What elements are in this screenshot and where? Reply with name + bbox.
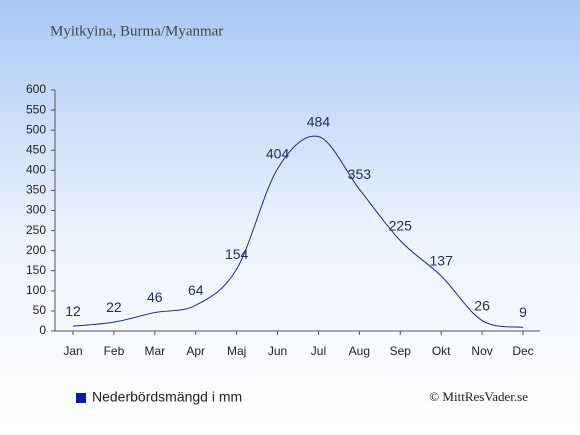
- value-label: 12: [65, 303, 81, 319]
- x-tick-label: Maj: [227, 344, 246, 358]
- y-tick-label: 450: [26, 142, 46, 156]
- y-tick-label: 600: [26, 82, 46, 96]
- x-tick-label: Dec: [512, 344, 533, 358]
- y-tick-label: 350: [26, 183, 46, 197]
- value-label: 9: [519, 304, 527, 320]
- x-tick-label: Feb: [104, 344, 125, 358]
- y-tick-label: 250: [26, 223, 46, 237]
- legend-swatch: [76, 393, 86, 403]
- x-tick-label: Jan: [63, 344, 82, 358]
- y-tick-label: 50: [33, 303, 47, 317]
- value-label: 404: [266, 145, 290, 161]
- x-tick-label: Aug: [349, 344, 370, 358]
- y-tick-label: 300: [26, 203, 46, 217]
- value-label: 225: [389, 217, 413, 233]
- value-label: 137: [430, 253, 454, 269]
- value-label: 46: [147, 289, 163, 305]
- x-tick-label: Okt: [432, 344, 451, 358]
- y-tick-label: 0: [39, 323, 46, 337]
- y-tick-label: 500: [26, 122, 46, 136]
- y-tick-label: 150: [26, 263, 46, 277]
- value-label: 353: [348, 166, 372, 182]
- y-tick-label: 550: [26, 102, 46, 116]
- x-tick-label: Nov: [471, 344, 492, 358]
- legend-label: Nederbördsmängd i mm: [92, 389, 242, 405]
- line: [72, 135, 524, 328]
- y-tick-label: 400: [26, 163, 46, 177]
- value-label: 26: [474, 297, 490, 313]
- y-tick-label: 100: [26, 283, 46, 297]
- value-label: 154: [225, 246, 249, 262]
- x-tick-label: Sep: [390, 344, 412, 358]
- x-tick-label: Jun: [268, 344, 287, 358]
- chart-title: Myitkyina, Burma/Myanmar: [50, 23, 223, 39]
- source: © MittResVader.se: [429, 389, 528, 404]
- x-tick-label: Apr: [186, 344, 205, 358]
- x-tick-label: Mar: [144, 344, 165, 358]
- x-tick-label: Jul: [311, 344, 326, 358]
- y-tick-label: 200: [26, 243, 46, 257]
- value-label: 484: [307, 113, 331, 129]
- value-label: 64: [188, 282, 204, 298]
- value-label: 22: [106, 299, 122, 315]
